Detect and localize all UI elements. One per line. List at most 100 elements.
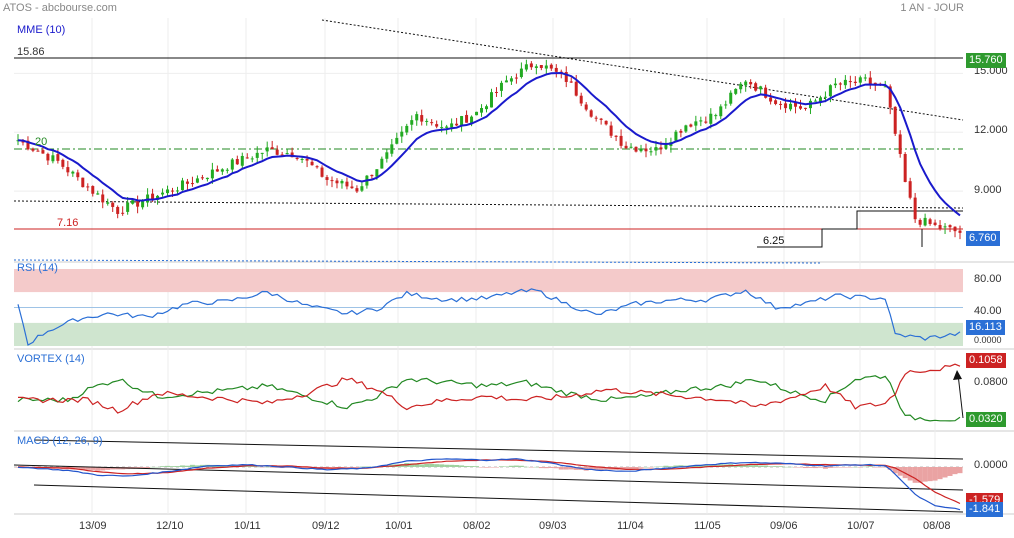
candle-body-184	[933, 222, 937, 225]
candle-body-34	[185, 181, 189, 184]
candle-body-98	[504, 80, 508, 83]
low-level-label: 6.25	[763, 235, 785, 247]
candle-body-9	[61, 159, 65, 167]
candle-body-183	[928, 219, 932, 224]
candle-body-14	[86, 186, 90, 188]
macd-histogram-bar-116	[593, 467, 599, 471]
macd-histogram-bar-51	[269, 467, 275, 468]
candle-body-143	[729, 92, 733, 104]
x-tick-10: 10/07	[847, 520, 875, 532]
macd-histogram-bar-67	[349, 467, 355, 468]
x-tick-2: 10/11	[234, 520, 261, 532]
macd-histogram-bar-69	[359, 466, 365, 468]
candle-body-25	[141, 201, 145, 208]
candle-body-110	[564, 72, 568, 82]
candle-body-103	[529, 63, 533, 68]
candle-body-115	[589, 110, 593, 117]
candle-body-56	[295, 157, 299, 159]
macd-histogram-bar-88	[454, 465, 460, 467]
candle-body-37	[200, 177, 204, 179]
macd-histogram-bar-86	[444, 464, 450, 467]
candle-body-144	[734, 88, 738, 94]
rsi-tick-40: 40.00	[974, 305, 1002, 317]
candle-body-71	[370, 174, 374, 177]
macd-histogram-bar-105	[538, 467, 544, 469]
candle-body-77	[400, 131, 404, 137]
candle-body-108	[554, 67, 558, 72]
macd-histogram-bar-28	[155, 466, 161, 468]
candle-body-161	[818, 97, 822, 102]
x-tick-1: 12/10	[156, 520, 184, 532]
candle-body-72	[375, 169, 379, 177]
candle-body-78	[405, 125, 409, 133]
candle-body-36	[195, 178, 199, 183]
candle-body-93	[480, 108, 484, 113]
candle-body-3	[31, 148, 35, 151]
candle-body-152	[774, 100, 778, 104]
candle-body-83	[430, 122, 434, 124]
macd-histogram-bar-160	[812, 467, 818, 469]
candle-body-139	[709, 113, 713, 124]
macd-histogram-bar-111	[568, 467, 574, 470]
macd-histogram-bar-158	[802, 467, 808, 469]
candle-body-124	[634, 146, 638, 152]
candle-body-155	[789, 103, 793, 110]
candle-body-42	[225, 169, 229, 171]
rsi-line	[17, 288, 961, 346]
ema-panel-label: MME (10)	[17, 24, 66, 36]
macd-histogram-bar-156	[793, 467, 799, 468]
rsi-tick-80: 80.00	[974, 273, 1002, 285]
candle-body-27	[151, 193, 155, 201]
vortex-arrow-head	[953, 370, 962, 380]
candle-body-178	[903, 154, 907, 182]
macd-histogram-bar-138	[703, 464, 709, 467]
candle-body-32	[175, 190, 179, 192]
x-tick-8: 11/05	[694, 520, 721, 532]
candle-body-136	[694, 121, 698, 126]
candle-body-188	[953, 226, 957, 232]
macd-histogram-bar-187	[947, 467, 953, 476]
macd-histogram-bar-96	[493, 467, 499, 468]
candle-body-94	[485, 106, 489, 110]
candle-body-41	[220, 169, 224, 172]
macd-histogram-bar-153	[778, 466, 784, 467]
macd-histogram-bar-26	[145, 467, 151, 469]
macd-histogram-bar-157	[798, 467, 804, 468]
ema-value-tag: 6.760	[966, 231, 1000, 246]
candle-body-58	[305, 158, 309, 161]
macd-histogram-bar-172	[872, 467, 878, 468]
candle-body-61	[320, 167, 324, 177]
low-step-lines	[757, 210, 963, 248]
macd-histogram-bar-141	[718, 464, 724, 467]
macd-histogram-bar-121	[618, 467, 624, 470]
candle-body-154	[784, 103, 788, 109]
candle-body-22	[126, 202, 130, 212]
macd-histogram-bar-171	[867, 466, 873, 467]
macd-histogram-bar-31	[170, 466, 176, 467]
macd-line	[17, 458, 961, 511]
level-20-label: 20	[35, 136, 48, 148]
candle-body-157	[799, 106, 803, 109]
macd-histogram-bar-93	[479, 467, 485, 468]
macd-histogram-bar-129	[658, 466, 664, 468]
candle-body-65	[340, 180, 344, 184]
candle-body-29	[161, 192, 165, 195]
macd-histogram-bar-102	[523, 466, 529, 468]
macd-histogram-bar-79	[409, 463, 415, 467]
macd-histogram-bar-27	[150, 466, 156, 468]
candle-body-148	[754, 83, 758, 91]
macd-histogram-bar-94	[484, 467, 490, 468]
macd-histogram-bar-145	[738, 464, 744, 467]
candle-body-6	[46, 153, 50, 161]
candle-body-145	[739, 83, 743, 90]
ema-line	[17, 71, 961, 217]
candle-body-112	[574, 81, 578, 96]
candle-body-101	[519, 68, 523, 78]
candle-body-51	[270, 147, 274, 150]
candle-body-85	[440, 127, 444, 129]
chart-period-label: 1 AN - JOUR	[900, 2, 964, 14]
candle-body-113	[579, 95, 583, 104]
macd-histogram-bar-159	[807, 467, 813, 468]
candle-body-15	[91, 186, 95, 194]
